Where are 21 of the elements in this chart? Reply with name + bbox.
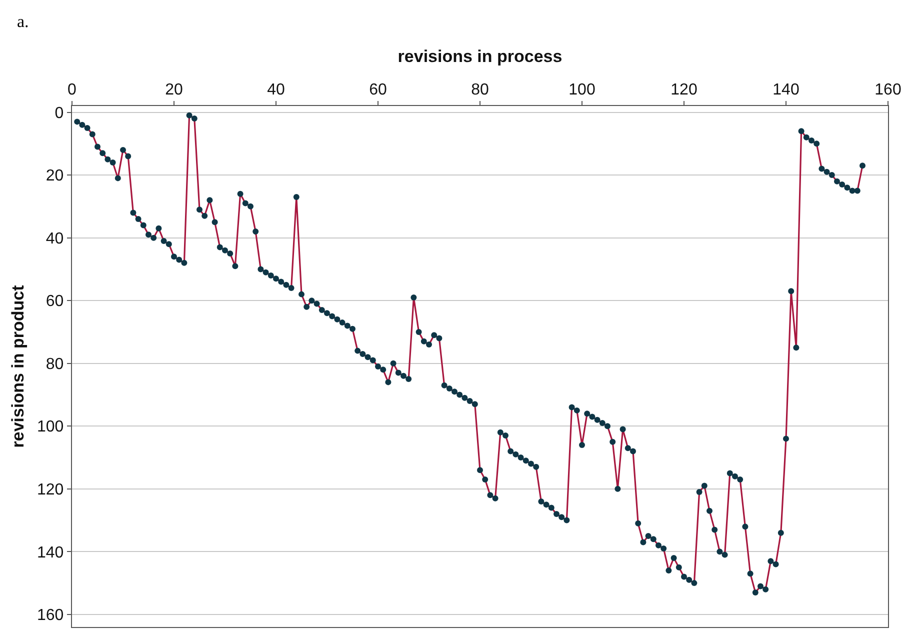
x-tick-label: 140 [772, 82, 800, 98]
y-tick-label: 60 [46, 293, 64, 310]
x-tick-label: 80 [471, 82, 489, 98]
y-tick-label: 0 [54, 104, 64, 122]
x-tick-label: 0 [68, 82, 77, 98]
y-tick-label: 20 [46, 168, 64, 185]
x-tick-label: 60 [369, 82, 387, 98]
y-tick-label: 140 [36, 544, 64, 562]
y-axis-title: revisions in product [8, 284, 28, 448]
y-tick-label: 40 [46, 230, 64, 248]
x-axis-title: revisions in process [398, 47, 562, 66]
x-tick-label: 40 [267, 82, 285, 98]
x-tick-label: 20 [165, 82, 183, 98]
y-tick-label: 100 [36, 418, 64, 436]
x-tick-label: 160 [874, 82, 902, 98]
text: a. [17, 12, 29, 31]
y-tick-label: 80 [46, 356, 64, 373]
x-tick-label: 120 [670, 82, 698, 98]
x-tick-label: 100 [568, 82, 596, 98]
y-tick-label: 160 [36, 607, 64, 624]
y-tick-label: 120 [36, 482, 64, 498]
